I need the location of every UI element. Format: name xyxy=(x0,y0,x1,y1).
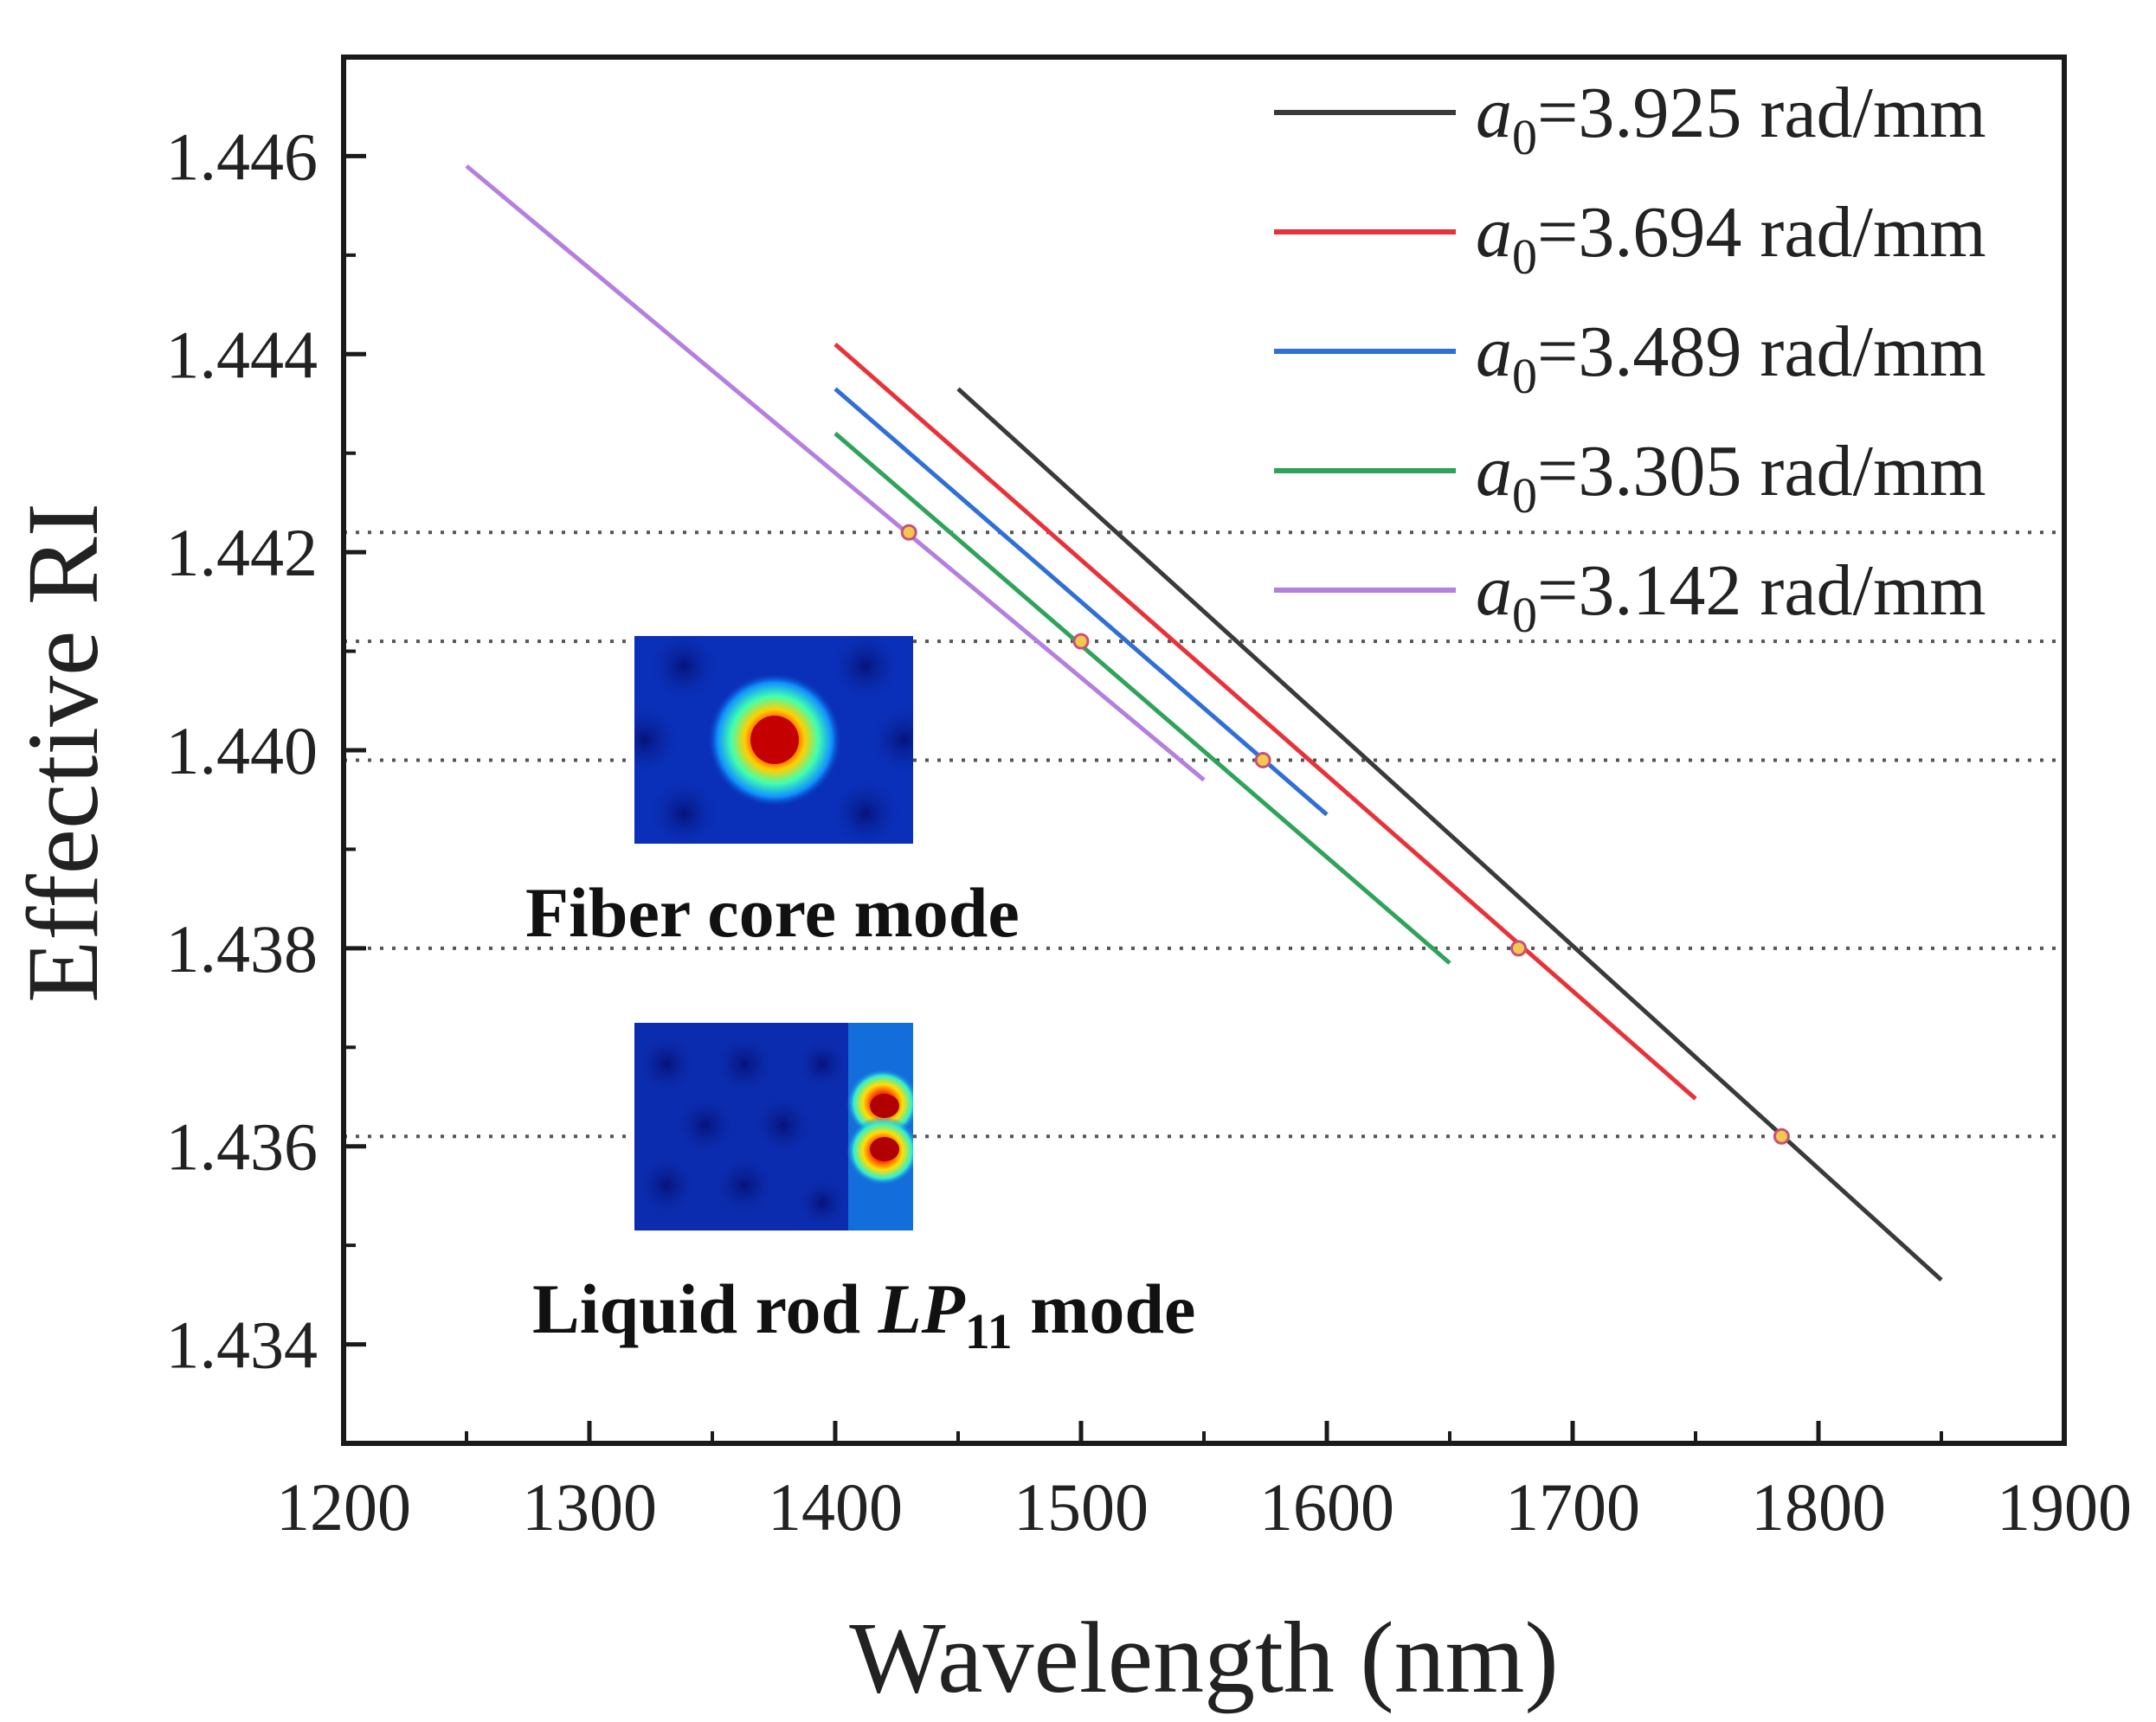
caption-italic: LP xyxy=(878,1269,966,1348)
legend-label-0: a0=3.925 rad/mm xyxy=(1476,73,1986,165)
crossing-marker-1 xyxy=(1072,633,1090,650)
legend-subscript: 0 xyxy=(1512,228,1537,285)
series-line-4 xyxy=(465,164,1206,782)
legend-label-4: a0=3.142 rad/mm xyxy=(1476,550,1986,643)
crossing-marker-0 xyxy=(900,524,917,541)
caption-prefix: Liquid rod xyxy=(532,1269,878,1348)
x-tick-label-4: 1600 xyxy=(1259,1469,1394,1545)
legend-symbol: a xyxy=(1476,73,1512,153)
x-tick-label-5: 1700 xyxy=(1505,1469,1640,1545)
legend-value: =3.694 rad/mm xyxy=(1537,192,1986,273)
legend-value: =3.489 rad/mm xyxy=(1537,312,1986,392)
x-tick-label-1: 1300 xyxy=(522,1469,657,1545)
legend-label-1: a0=3.694 rad/mm xyxy=(1476,192,1986,285)
caption-suffix: mode xyxy=(1013,1269,1196,1348)
legend-symbol: a xyxy=(1476,192,1512,273)
crossing-marker-2 xyxy=(1254,751,1271,768)
x-axis: 1200 1300 1400 1500 1600 1700 1800 1900 xyxy=(276,1421,2132,1545)
legend-value: =3.305 rad/mm xyxy=(1537,431,1986,511)
y-tick-label-6: 1.446 xyxy=(166,119,319,194)
crossing-markers xyxy=(900,524,1790,1145)
caption-subscript: 11 xyxy=(965,1303,1013,1359)
series-line-3 xyxy=(833,431,1451,965)
legend-subscript: 0 xyxy=(1512,348,1537,404)
x-axis-title: Wavelength (nm) xyxy=(849,1601,1559,1714)
legend-subscript: 0 xyxy=(1512,109,1537,165)
crossing-marker-3 xyxy=(1510,940,1528,957)
liquid-rod-mode-caption: Liquid rod LP11 mode xyxy=(532,1269,1195,1359)
liquid-rod-lp11-mode-inset xyxy=(634,1023,913,1230)
series-line-1 xyxy=(833,342,1697,1101)
y-tick-label-4: 1.442 xyxy=(166,515,319,590)
x-tick-label-0: 1200 xyxy=(276,1469,411,1545)
x-tick-label-2: 1400 xyxy=(768,1469,903,1545)
legend-value: =3.142 rad/mm xyxy=(1537,550,1986,631)
y-tick-label-3: 1.440 xyxy=(166,713,319,788)
legend-symbol: a xyxy=(1476,550,1512,631)
y-tick-label-0: 1.434 xyxy=(166,1308,319,1383)
series-line-0 xyxy=(956,387,1943,1282)
legend-value: =3.925 rad/mm xyxy=(1537,73,1986,153)
y-tick-label-5: 1.444 xyxy=(166,317,319,392)
x-tick-label-6: 1800 xyxy=(1751,1469,1886,1545)
legend-symbol: a xyxy=(1476,312,1512,392)
legend-label-3: a0=3.305 rad/mm xyxy=(1476,431,1986,524)
y-axis: 1.434 1.436 1.438 1.440 1.442 1.444 1.446 xyxy=(166,55,366,1445)
y-tick-label-2: 1.438 xyxy=(166,911,319,986)
y-tick-label-1: 1.436 xyxy=(166,1109,319,1185)
y-axis-title: Effective RI xyxy=(6,503,119,1003)
x-tick-label-3: 1500 xyxy=(1014,1469,1149,1545)
reference-lines xyxy=(344,530,2064,1139)
legend-symbol: a xyxy=(1476,431,1512,511)
fiber-core-mode-inset xyxy=(634,636,913,844)
legend-label-2: a0=3.489 rad/mm xyxy=(1476,312,1986,404)
series-line-2 xyxy=(833,387,1329,817)
legend-subscript: 0 xyxy=(1512,587,1537,643)
crossing-marker-4 xyxy=(1773,1128,1790,1145)
fiber-core-mode-caption: Fiber core mode xyxy=(525,873,1020,952)
x-tick-label-7: 1900 xyxy=(1997,1469,2132,1545)
legend-subscript: 0 xyxy=(1512,467,1537,524)
